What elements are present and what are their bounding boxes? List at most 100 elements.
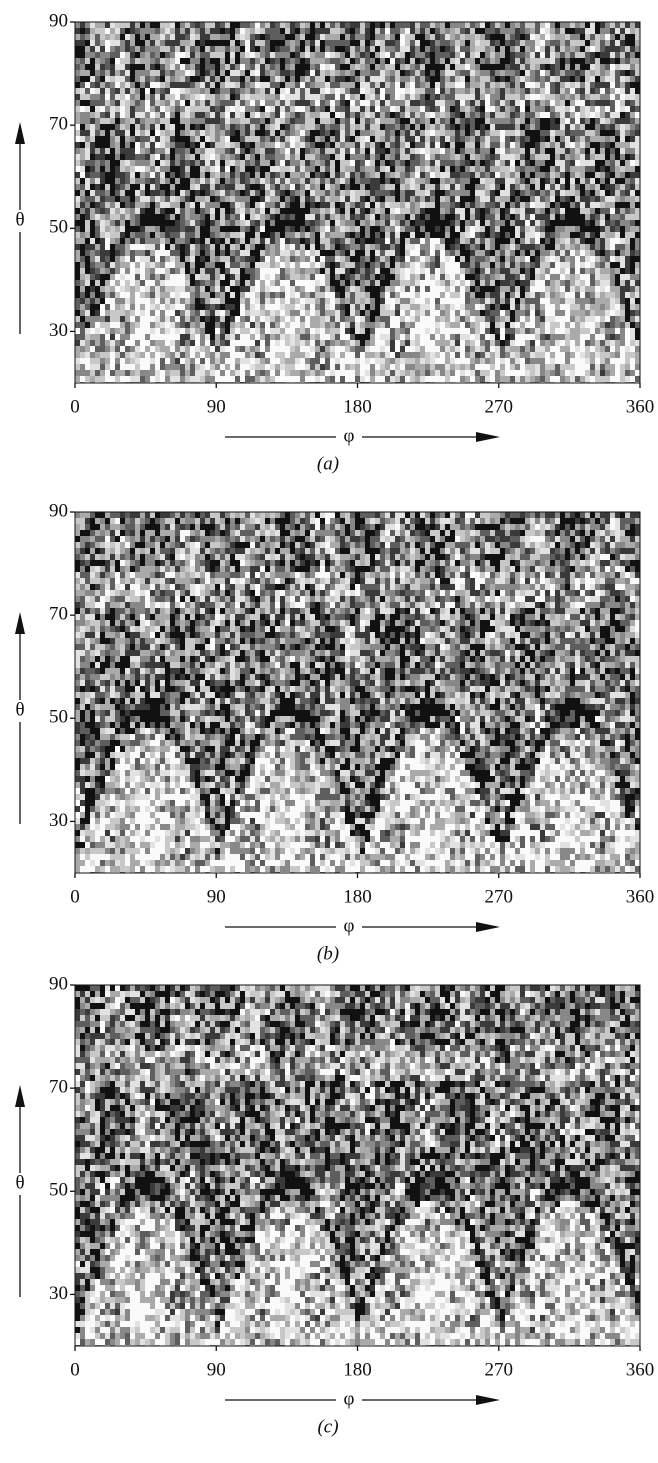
heatmap-cell [615, 280, 620, 286]
heatmap-cell [375, 76, 380, 82]
heatmap-cell [550, 34, 555, 40]
heatmap-cell [425, 280, 430, 286]
heatmap-cell [450, 136, 455, 142]
heatmap-cell [540, 232, 545, 238]
heatmap-cell [90, 46, 95, 52]
heatmap-cell [510, 262, 515, 268]
heatmap-cell [455, 160, 460, 166]
heatmap-cell [610, 64, 615, 70]
heatmap-cell [400, 106, 405, 112]
heatmap-cell [240, 118, 245, 124]
heatmap-cell [175, 76, 180, 82]
heatmap-cell [150, 22, 155, 28]
heatmap-cell [465, 190, 470, 196]
heatmap-cell [85, 244, 90, 250]
heatmap-cell [480, 82, 485, 88]
heatmap-cell [475, 106, 480, 112]
heatmap-cell [345, 268, 350, 274]
heatmap-cell [465, 40, 470, 46]
heatmap-cell [95, 52, 100, 58]
heatmap-cell [165, 124, 170, 130]
heatmap-cell [205, 148, 210, 154]
heatmap-cell [480, 94, 485, 100]
heatmap-cell [110, 142, 115, 148]
heatmap-cell [375, 196, 380, 202]
heatmap-cell [90, 214, 95, 220]
heatmap-cell [100, 250, 105, 256]
heatmap-cell [175, 88, 180, 94]
heatmap-cell [400, 166, 405, 172]
heatmap-cell [560, 244, 565, 250]
heatmap-cell [150, 238, 155, 244]
heatmap-cell [565, 40, 570, 46]
heatmap-cell [180, 154, 185, 160]
heatmap-cell [590, 100, 595, 106]
heatmap-cell [495, 202, 500, 208]
heatmap-cell [445, 88, 450, 94]
heatmap-cell [125, 154, 130, 160]
heatmap-cell [205, 274, 210, 280]
heatmap-cell [560, 238, 565, 244]
heatmap-cell [365, 262, 370, 268]
heatmap-cell [185, 70, 190, 76]
heatmap-cell [580, 184, 585, 190]
heatmap-cell [595, 40, 600, 46]
heatmap-cell [350, 40, 355, 46]
heatmap-cell [240, 232, 245, 238]
heatmap-cell [250, 124, 255, 130]
heatmap-cell [505, 28, 510, 34]
heatmap-cell [495, 142, 500, 148]
heatmap-cell [170, 256, 175, 262]
heatmap-cell [520, 226, 525, 232]
heatmap-cell [560, 82, 565, 88]
heatmap-cell [130, 88, 135, 94]
heatmap-cell [270, 58, 275, 64]
heatmap-cell [425, 268, 430, 274]
heatmap-cell [590, 166, 595, 172]
heatmap-cell [140, 280, 145, 286]
heatmap-cell [475, 40, 480, 46]
heatmap-cell [445, 106, 450, 112]
heatmap-cell [165, 106, 170, 112]
heatmap-cell [75, 100, 80, 106]
heatmap-cell [370, 40, 375, 46]
heatmap-cell [310, 178, 315, 184]
heatmap-cell [540, 100, 545, 106]
heatmap-cell [185, 76, 190, 82]
heatmap-cell [375, 190, 380, 196]
heatmap-cell [435, 202, 440, 208]
heatmap-cell [330, 76, 335, 82]
heatmap-cell [395, 46, 400, 52]
heatmap-cell [240, 214, 245, 220]
heatmap-cell [160, 88, 165, 94]
heatmap-cell [375, 28, 380, 34]
heatmap-cell [420, 274, 425, 280]
heatmap-cell [110, 184, 115, 190]
heatmap-cell [300, 214, 305, 220]
heatmap-cell [240, 64, 245, 70]
heatmap-cell [340, 214, 345, 220]
heatmap-cell [585, 244, 590, 250]
heatmap-cell [365, 22, 370, 28]
heatmap-cell [180, 226, 185, 232]
heatmap-cell [505, 232, 510, 238]
heatmap-cell [625, 22, 630, 28]
heatmap-cell [300, 64, 305, 70]
heatmap-cell [115, 178, 120, 184]
heatmap-cell [455, 40, 460, 46]
heatmap-cell [220, 58, 225, 64]
heatmap-cell [485, 268, 490, 274]
heatmap-cell [285, 244, 290, 250]
heatmap-cell [620, 244, 625, 250]
heatmap-cell [635, 256, 640, 262]
heatmap-cell [175, 166, 180, 172]
heatmap-cell [300, 250, 305, 256]
heatmap-cell [360, 58, 365, 64]
heatmap-cell [390, 82, 395, 88]
heatmap-cell [300, 112, 305, 118]
heatmap-cell [440, 172, 445, 178]
heatmap-cell [585, 118, 590, 124]
heatmap-cell [620, 256, 625, 262]
heatmap-cell [565, 76, 570, 82]
heatmap-cell [610, 202, 615, 208]
